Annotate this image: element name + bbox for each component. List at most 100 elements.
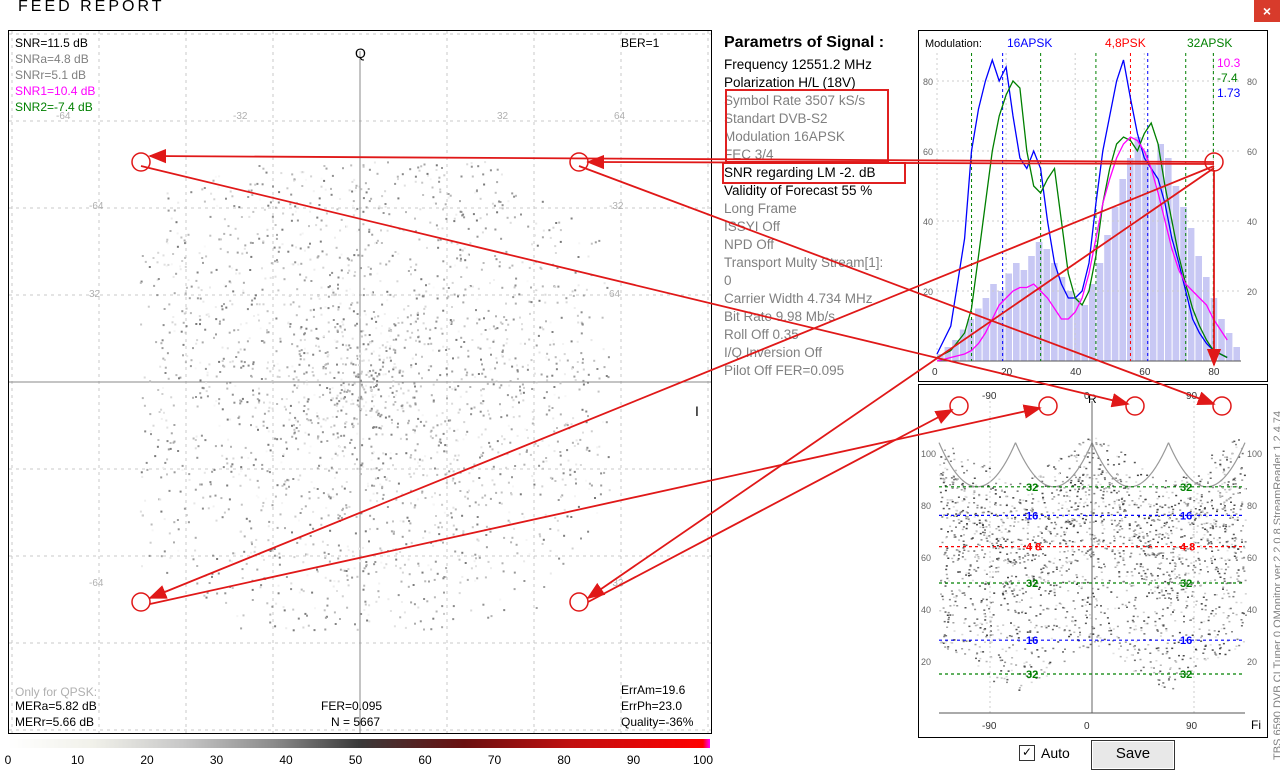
grid-tick-label: -64 [56,111,71,122]
hist-bar [1013,263,1020,361]
colorbar-tick: 50 [348,753,363,767]
hist-bar [1203,277,1210,361]
eye-threshold-label: 16 [1026,510,1038,522]
ber-readout: BER=1 [621,36,660,50]
grid-tick-label: -64 [89,578,104,589]
hist-bar [1089,284,1096,361]
grid-tick-label: -32 [609,578,624,589]
hist-bar [1149,165,1157,361]
param-line: Pilot Off FER=0.095 [724,363,845,378]
mera-readout: MERa=5.82 dB [15,699,97,713]
hist-x-tick: 80 [1208,367,1220,378]
eye-threshold-label: 32 [1026,578,1038,590]
param-line: Roll Off 0.35 [724,327,799,342]
grid-tick-label: -32 [233,111,248,122]
eye-arc [1091,442,1170,488]
eye-threshold-label: 32 [1180,482,1192,494]
qpsk-note: Only for QPSK: [15,685,98,699]
colorbar-tick: 30 [209,753,224,767]
modulation-histogram: 20 20 40 40 60 60 80 80 0 20 40 60 80 Modulation: 16AP… [923,36,1257,378]
eye-y-tick: 100 [1247,449,1262,459]
eye-top-label: R [1088,392,1097,406]
modulation-header-32APSK: 32APSK [1187,36,1232,50]
auto-checkbox-box[interactable]: ✓ [1019,745,1035,761]
q-axis-label: Q [355,45,366,61]
save-button[interactable]: Save [1091,740,1175,770]
auto-label: Auto [1041,745,1070,761]
eye-threshold-label: 32 [1180,578,1192,590]
constellation-panel: -64 -32 32 64 -64 -32 32 64 -64 -32 SNR=11.5 dB S… [8,30,712,734]
hist-bar [1233,347,1240,361]
modulation-histogram-panel: 20 20 40 40 60 60 80 80 0 20 40 60 80 Modulation: 16AP… [918,30,1268,382]
colorbar-tick: 40 [279,753,293,767]
param-line: NPD Off [724,237,775,252]
auto-checkbox[interactable]: ✓ Auto [1019,745,1070,761]
eye-threshold-label: 32 [1026,482,1038,494]
eye-threshold-label: 16 [1026,635,1038,647]
param-line: I/Q Inversion Off [724,345,823,360]
fer-readout: FER=0.095 [321,699,383,713]
hist-bar [1028,256,1035,361]
eye-threshold-label: 16 [1180,510,1192,522]
hist-bar [967,319,974,361]
eye-threshold-label: 32 [1026,669,1038,681]
hist-y-tick: 20 [1247,287,1257,297]
erram-readout: ErrAm=19.6 [621,683,686,697]
eye-x-tick-top: 90 [1186,391,1198,402]
close-button[interactable]: × [1254,0,1280,22]
param-line: Carrier Width 4.734 MHz [724,291,873,306]
i-axis-label: I [695,403,699,419]
highlight-box-symbol [725,89,889,163]
snr2-readout: SNR2=-7.4 dB [15,100,93,114]
hist-bar [1218,319,1225,361]
window-title: FEED REPORT [18,0,165,15]
hist-bar [1081,305,1088,361]
hist-bar [1020,270,1028,361]
colorbar-tick: 80 [557,753,571,767]
tuner-info: TBS 6590 DVB CI Tuner 0 QMonitor ver.2.2… [1272,410,1280,760]
merr-readout: MERr=5.66 dB [15,715,95,729]
eye-threshold-label: 32 [1180,669,1192,681]
signal-parameters: Parametrs of Signal : Frequency 12551.2 … [724,34,914,380]
param-line: Transport Multy Stream[1]: [724,255,884,270]
hist-bar [1172,186,1180,361]
hist-x-tick: 60 [1139,367,1151,378]
eye-threshold-label: 4 8 [1026,542,1041,554]
param-line: Polarization H/L (18V) [724,75,856,90]
hist-bar [952,340,959,361]
eye-arc [938,442,1017,488]
hist-bar [1111,207,1119,361]
snra-readout: SNRa=4.8 dB [15,52,89,66]
colorbar-tick: 60 [418,753,432,767]
hist-bar [1096,263,1104,361]
eye-y-tick: 40 [921,605,931,615]
hist-bar [982,298,990,361]
modulation-header-4,8PSK: 4,8PSK [1105,36,1146,50]
eye-y-tick: 60 [1247,553,1257,563]
param-line: Modulation 16APSK [724,129,845,144]
colorbar-tick: 70 [487,753,502,767]
colorbar-tick: 0 [4,753,12,767]
modulation-header-16APSK: 16APSK [1007,36,1052,50]
colorbar-tick: 10 [70,753,85,767]
hist-readout: 10.3 [1217,56,1241,70]
hist-bar [1066,291,1073,361]
colorbar-tick: 100 [692,753,714,767]
eye-y-tick: 80 [1247,501,1257,511]
eye-y-tick: 20 [921,657,931,667]
params-title: Parametrs of Signal : [724,34,885,51]
eye-density [939,437,1247,691]
eye-x-tick-top: -90 [982,391,997,402]
eye-y-tick: 20 [1247,657,1257,667]
param-line: 0 [724,273,732,288]
density-colorbar [8,739,710,748]
highlight-box-snr [722,162,906,184]
hist-x-tick: 40 [1070,367,1082,378]
n-readout: N = 5667 [331,715,381,729]
eye-corner-label: Fi [1251,718,1261,732]
hist-y-tick: 20 [923,287,933,297]
phase-amplitude-panel: -90 -90 0 0 90 90 20 20 40 40 60 60 80 80 100 100 32 32 16… [918,384,1268,738]
hist-y-tick: 80 [1247,77,1257,87]
eye-y-tick: 40 [1247,605,1257,615]
